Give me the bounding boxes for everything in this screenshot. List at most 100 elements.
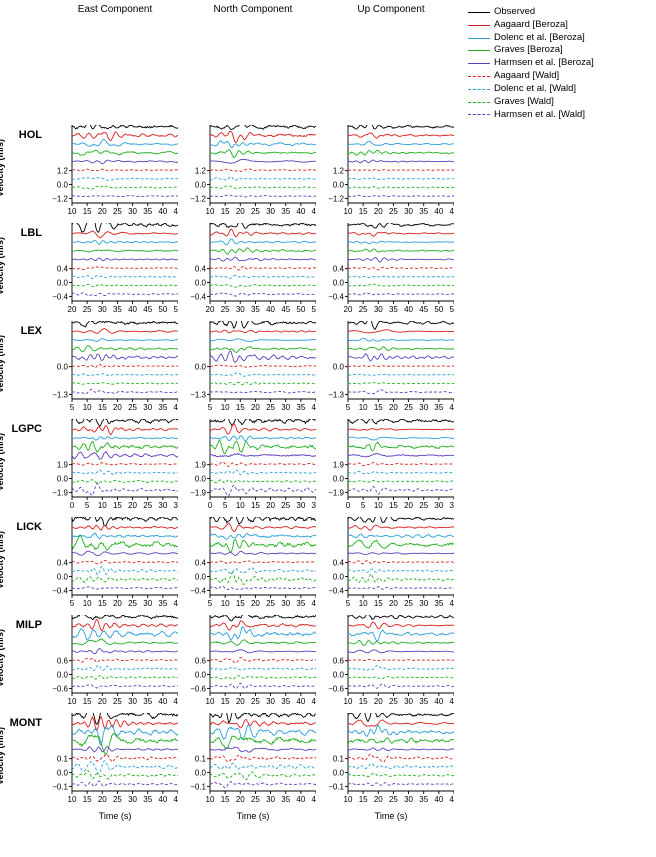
svg-text:25: 25 — [83, 305, 92, 314]
svg-text:5: 5 — [70, 403, 75, 412]
svg-text:25: 25 — [251, 795, 260, 804]
svg-text:35: 35 — [389, 305, 398, 314]
svg-text:15: 15 — [236, 403, 245, 412]
svg-text:20: 20 — [404, 501, 413, 510]
svg-text:15: 15 — [83, 697, 92, 706]
svg-text:20: 20 — [236, 697, 245, 706]
svg-text:45: 45 — [174, 697, 178, 706]
svg-text:15: 15 — [221, 207, 230, 216]
ylabel: Velocity (m/s) — [0, 237, 5, 295]
svg-text:0.0: 0.0 — [195, 573, 207, 582]
svg-text:0: 0 — [70, 501, 75, 510]
panel-MONT-up: 1015202530354045−0.10.00.1 — [326, 713, 454, 807]
svg-text:20: 20 — [251, 599, 260, 608]
svg-text:40: 40 — [434, 207, 443, 216]
svg-text:35: 35 — [113, 305, 122, 314]
svg-text:45: 45 — [312, 207, 316, 216]
svg-text:−1.2: −1.2 — [52, 195, 68, 204]
svg-text:40: 40 — [158, 795, 167, 804]
legend-label: Aagaard [Beroza] — [494, 19, 568, 32]
svg-text:15: 15 — [374, 403, 383, 412]
station-label: LGPCVelocity (m/s) — [4, 419, 42, 435]
svg-text:0.6: 0.6 — [57, 657, 69, 666]
svg-text:45: 45 — [450, 795, 454, 804]
panel-LBL-east: 2025303540455055−0.40.00.4 — [50, 223, 178, 317]
panel-MONT-north: 1015202530354045−0.10.00.1 — [188, 713, 316, 807]
svg-text:10: 10 — [359, 599, 368, 608]
svg-text:20: 20 — [98, 795, 107, 804]
svg-text:1.2: 1.2 — [333, 167, 345, 176]
svg-text:15: 15 — [374, 599, 383, 608]
svg-text:−0.4: −0.4 — [328, 293, 344, 302]
legend-label: Harmsen et al. [Wald] — [494, 109, 585, 122]
svg-text:50: 50 — [158, 305, 167, 314]
svg-text:25: 25 — [359, 305, 368, 314]
svg-text:10: 10 — [344, 697, 353, 706]
svg-text:0.0: 0.0 — [195, 279, 207, 288]
svg-text:0.0: 0.0 — [333, 363, 345, 372]
svg-text:15: 15 — [98, 403, 107, 412]
ylabel: Velocity (m/s) — [0, 629, 5, 687]
panel-LEX-east: 510152025303540−1.30.0 — [50, 321, 178, 415]
panel-LICK-east: 510152025303540−0.40.00.4 — [50, 517, 178, 611]
svg-text:−1.3: −1.3 — [328, 391, 344, 400]
svg-text:5: 5 — [346, 599, 351, 608]
svg-text:35: 35 — [174, 501, 178, 510]
svg-text:25: 25 — [404, 403, 413, 412]
svg-text:30: 30 — [281, 599, 290, 608]
svg-text:0.0: 0.0 — [333, 279, 345, 288]
svg-text:0.6: 0.6 — [195, 657, 207, 666]
seismogram-grid: East ComponentNorth ComponentUp Componen… — [0, 0, 656, 825]
svg-text:1.2: 1.2 — [57, 167, 69, 176]
svg-text:25: 25 — [251, 207, 260, 216]
svg-text:10: 10 — [236, 501, 245, 510]
svg-text:35: 35 — [434, 403, 443, 412]
svg-text:−1.3: −1.3 — [190, 391, 206, 400]
svg-text:35: 35 — [419, 207, 428, 216]
svg-text:30: 30 — [128, 207, 137, 216]
svg-text:0.4: 0.4 — [195, 265, 207, 274]
panel-LICK-north: 510152025303540−0.40.00.4 — [188, 517, 316, 611]
svg-text:30: 30 — [143, 403, 152, 412]
svg-text:−0.6: −0.6 — [190, 685, 206, 694]
ylabel: Velocity (m/s) — [0, 335, 5, 393]
svg-text:35: 35 — [281, 795, 290, 804]
legend-item: Aagaard [Wald] — [468, 70, 656, 83]
svg-text:1.9: 1.9 — [57, 461, 69, 470]
svg-text:0.1: 0.1 — [57, 755, 69, 764]
panel-LEX-up: 510152025303540−1.30.0 — [326, 321, 454, 415]
svg-text:25: 25 — [251, 697, 260, 706]
xlabel: Time (s) — [50, 811, 180, 821]
svg-text:15: 15 — [359, 697, 368, 706]
svg-text:40: 40 — [296, 207, 305, 216]
svg-text:0.0: 0.0 — [57, 363, 69, 372]
svg-text:35: 35 — [419, 795, 428, 804]
svg-text:20: 20 — [113, 403, 122, 412]
legend-item: Graves [Beroza] — [468, 44, 656, 57]
svg-text:30: 30 — [434, 501, 443, 510]
ylabel: Velocity (m/s) — [0, 433, 5, 491]
svg-text:5: 5 — [85, 501, 90, 510]
svg-text:−0.1: −0.1 — [328, 783, 344, 792]
svg-text:40: 40 — [434, 697, 443, 706]
svg-text:10: 10 — [98, 501, 107, 510]
svg-text:10: 10 — [68, 207, 77, 216]
svg-text:20: 20 — [374, 795, 383, 804]
svg-text:0.0: 0.0 — [195, 671, 207, 680]
svg-text:35: 35 — [143, 697, 152, 706]
svg-text:20: 20 — [266, 501, 275, 510]
svg-text:15: 15 — [236, 599, 245, 608]
svg-text:25: 25 — [266, 403, 275, 412]
svg-text:20: 20 — [374, 697, 383, 706]
ylabel: Velocity (m/s) — [0, 139, 5, 197]
svg-text:25: 25 — [128, 599, 137, 608]
svg-text:55: 55 — [312, 305, 316, 314]
svg-text:15: 15 — [221, 795, 230, 804]
panel-LEX-north: 510152025303540−1.30.0 — [188, 321, 316, 415]
svg-text:30: 30 — [296, 501, 305, 510]
svg-text:0.4: 0.4 — [333, 559, 345, 568]
svg-text:10: 10 — [344, 207, 353, 216]
panel-MILP-up: 1015202530354045−0.60.00.6 — [326, 615, 454, 709]
svg-text:25: 25 — [404, 599, 413, 608]
svg-text:20: 20 — [113, 599, 122, 608]
